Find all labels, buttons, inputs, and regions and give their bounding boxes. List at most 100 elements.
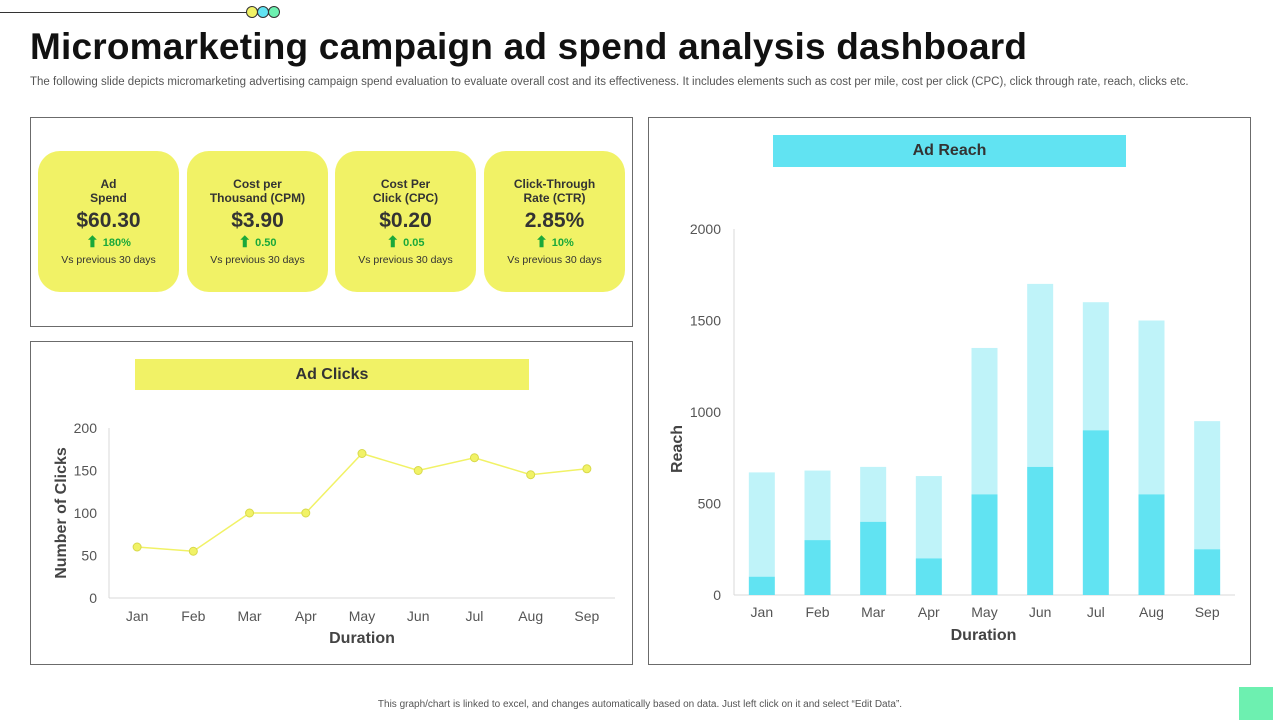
reach-bar-base-segment (1194, 549, 1221, 595)
header-decoration-dots (246, 6, 280, 18)
clicks-data-point (526, 470, 536, 480)
x-tick-label: Mar (237, 608, 261, 624)
ad-reach-header: Ad Reach (773, 135, 1126, 167)
y-tick-label: 1500 (690, 313, 721, 329)
y-tick-label: 50 (81, 548, 97, 564)
kpi-change: ⬆ 0.50 (187, 234, 328, 251)
kpi-value: $60.30 (76, 209, 141, 232)
ad-reach-bar-chart[interactable]: 0 500 1000 1500 2000 Jan Feb Mar Apr May Jun Jul Aug… (649, 118, 1252, 666)
reach-bar-base-segment (1082, 430, 1109, 595)
kpi-change: ⬆ 180% (38, 234, 179, 251)
x-tick-label: Jul (465, 608, 483, 624)
x-tick-label: Mar (861, 604, 885, 620)
y-axis-title: Reach (669, 425, 686, 473)
reach-bar-base-segment (1027, 466, 1054, 595)
up-arrow-icon: ⬆ (86, 234, 99, 251)
kpi-card-ctr[interactable]: Click-Through Rate (CTR) 2.85% ⬆ 10% Vs … (484, 151, 625, 292)
ad-clicks-line-chart[interactable]: 0 50 100 150 200 Jan Feb Mar Apr May Jun Jul Aug Sep D… (31, 342, 634, 666)
x-tick-label: Apr (918, 604, 940, 620)
kpi-change: ⬆ 0.05 (335, 234, 476, 251)
kpi-card-cpm[interactable]: Cost per Thousand (CPM) $3.90 ⬆ 0.50 Vs … (187, 151, 328, 292)
reach-bar-upper-segment (1138, 320, 1165, 495)
y-axis-title: Number of Clicks (53, 447, 70, 579)
ad-reach-panel: Ad Reach 0 500 1000 1500 2000 Jan Feb Mar Apr May… (648, 117, 1251, 665)
x-tick-label: Sep (1195, 604, 1220, 620)
reach-bar-upper-segment (1082, 302, 1109, 431)
ad-clicks-header: Ad Clicks (135, 359, 529, 390)
reach-bar-upper-segment (860, 466, 887, 522)
x-tick-label: Feb (805, 604, 829, 620)
kpi-card-ad-spend[interactable]: Ad Spend $60.30 ⬆ 180% Vs previous 30 da… (38, 151, 179, 292)
kpi-value: 2.85% (524, 209, 585, 232)
y-tick-label: 200 (74, 420, 98, 436)
reach-bar-upper-segment (971, 347, 998, 495)
corner-decoration (1239, 687, 1273, 720)
y-tick-label: 0 (713, 587, 721, 603)
x-tick-label: May (971, 604, 997, 620)
decoration-dot-mint (268, 6, 280, 18)
x-tick-label: Apr (295, 608, 317, 624)
y-tick-label: 0 (89, 590, 97, 606)
reach-bar-base-segment (915, 558, 942, 595)
y-tick-label: 100 (74, 505, 98, 521)
reach-bar-base-segment (804, 540, 831, 595)
kpi-label: Click-Through Rate (CTR) (513, 177, 596, 205)
x-axis-title: Duration (329, 630, 395, 647)
clicks-data-point (469, 453, 479, 463)
kpi-change-value: 10% (551, 237, 574, 249)
reach-bar-base-segment (1138, 494, 1165, 595)
x-tick-label: Aug (1139, 604, 1164, 620)
footer-note: This graph/chart is linked to excel, and… (377, 699, 903, 710)
kpi-compare-text: Vs previous 30 days (358, 254, 453, 266)
clicks-data-point (245, 508, 255, 518)
x-tick-label: Sep (574, 608, 599, 624)
x-tick-label: Jan (126, 608, 149, 624)
page-title: Micromarketing campaign ad spend analysi… (30, 26, 1028, 67)
x-axis-title: Duration (951, 627, 1017, 644)
x-tick-label: Aug (518, 608, 543, 624)
kpi-label: Cost per Thousand (CPM) (209, 177, 306, 205)
reach-bar-base-segment (748, 576, 775, 595)
kpi-compare-text: Vs previous 30 days (507, 254, 602, 266)
reach-bar-upper-segment (804, 470, 831, 541)
kpi-label: Cost Per Click (CPC) (372, 177, 439, 205)
kpi-value: $0.20 (379, 209, 432, 232)
clicks-data-point (301, 508, 311, 518)
clicks-data-point (357, 449, 367, 458)
up-arrow-icon: ⬆ (238, 234, 252, 251)
reach-bar-base-segment (860, 521, 887, 595)
y-tick-label: 2000 (690, 221, 721, 237)
kpi-card-cpc[interactable]: Cost Per Click (CPC) $0.20 ⬆ 0.05 Vs pre… (335, 151, 476, 292)
page-subtitle: The following slide depicts micromarketi… (30, 76, 1189, 88)
clicks-data-point (582, 464, 592, 474)
x-tick-label: Jan (751, 604, 774, 620)
kpi-panel: Ad Spend $60.30 ⬆ 180% Vs previous 30 da… (30, 117, 633, 327)
kpi-compare-text: Vs previous 30 days (210, 254, 305, 266)
kpi-change-value: 0.05 (403, 237, 425, 249)
header-decoration-line (0, 12, 248, 13)
reach-bar-upper-segment (748, 472, 775, 577)
y-tick-label: 1000 (690, 404, 721, 420)
up-arrow-icon: ⬆ (535, 234, 548, 251)
kpi-label: Ad Spend (90, 177, 127, 205)
clicks-data-point (188, 546, 198, 556)
x-tick-label: Jul (1087, 604, 1105, 620)
kpi-value: $3.90 (231, 209, 284, 232)
up-arrow-icon: ⬆ (386, 234, 400, 251)
clicks-data-point (132, 542, 142, 552)
y-tick-label: 150 (74, 463, 98, 479)
clicks-data-point (413, 466, 423, 475)
kpi-change: ⬆ 10% (484, 234, 625, 251)
clicks-series-line (137, 452, 587, 553)
x-tick-label: Jun (407, 608, 430, 624)
y-tick-label: 500 (698, 496, 722, 512)
reach-bar-upper-segment (1027, 283, 1054, 467)
kpi-change-value: 0.50 (255, 237, 277, 249)
reach-bar-upper-segment (915, 476, 942, 559)
kpi-compare-text: Vs previous 30 days (61, 254, 156, 266)
x-tick-label: Jun (1029, 604, 1052, 620)
reach-bar-upper-segment (1194, 421, 1221, 550)
kpi-change-value: 180% (102, 237, 131, 249)
ad-clicks-panel: Ad Clicks 0 50 100 150 200 Jan Feb Mar Apr May Jun… (30, 341, 633, 665)
reach-bar-base-segment (971, 494, 998, 595)
